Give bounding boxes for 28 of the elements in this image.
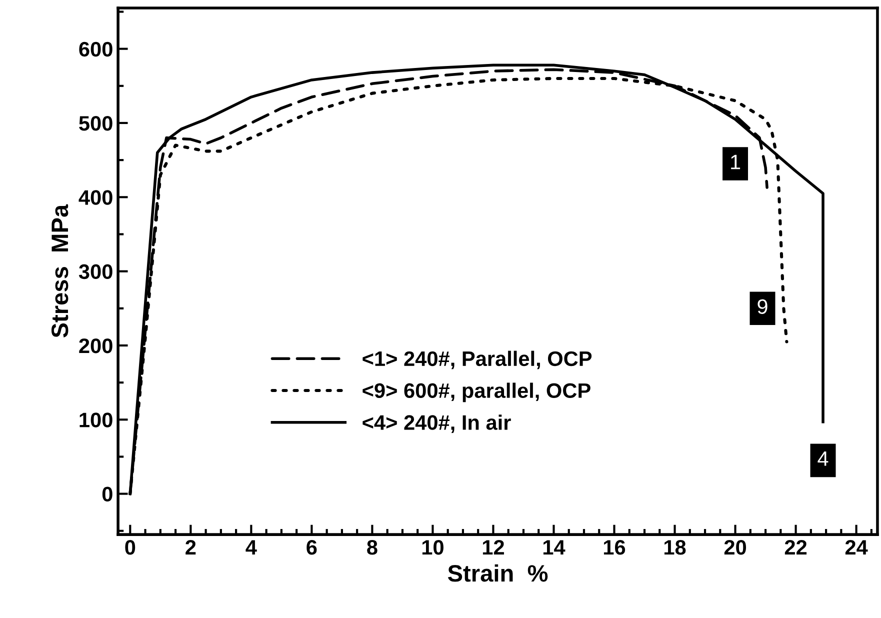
y-tick-label: 500 — [79, 116, 112, 131]
y-tick-label: 300 — [78, 264, 112, 280]
x-tick-label: 14 — [543, 540, 566, 555]
x-tick-label: 0 — [125, 540, 136, 555]
x-tick-label: 6 — [306, 540, 317, 555]
x-tick-label: 2 — [186, 540, 196, 555]
x-tick-label: 12 — [482, 540, 504, 555]
legend-label: <1> 240#, Parallel, OCP — [362, 350, 592, 370]
x-tick-label: 24 — [845, 540, 868, 555]
x-tick-label: 4 — [246, 540, 257, 555]
x-tick-label: 18 — [664, 540, 686, 555]
annotation: 9 — [758, 299, 768, 314]
x-tick-label: 10 — [422, 540, 444, 555]
legend-label: <9> 600#, parallel, OCP — [362, 382, 590, 402]
y-tick-label: 100 — [80, 412, 112, 428]
y-axis-title: Stress MPa — [51, 204, 68, 338]
x-tick-label: 8 — [367, 540, 378, 555]
y-tick-label: 400 — [78, 190, 112, 205]
x-axis-title: Strain % — [448, 564, 548, 582]
y-tick-label: 200 — [79, 338, 112, 354]
y-tick-label: 0 — [102, 486, 112, 502]
legend-label: <4> 240#, In air — [362, 414, 511, 433]
x-tick-label: 20 — [724, 540, 746, 555]
x-tick-label: 22 — [784, 540, 807, 555]
x-tick-label: 16 — [604, 540, 626, 555]
annotation: 1 — [731, 154, 740, 170]
y-tick-label: 600 — [79, 42, 112, 57]
annotation: 4 — [818, 451, 828, 466]
